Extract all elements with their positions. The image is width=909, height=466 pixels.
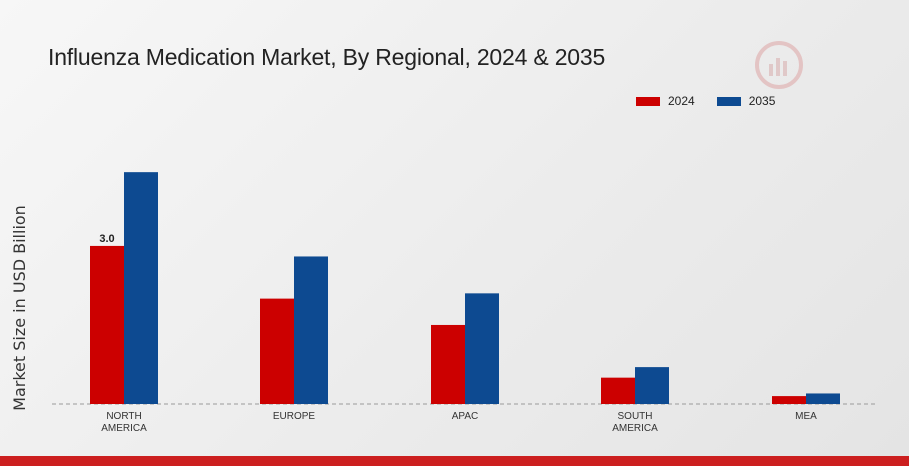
bar-2024-mea — [772, 396, 806, 404]
bar-2035-europe — [294, 256, 328, 404]
bar-2024-europe — [260, 298, 294, 404]
brand-logo-watermark — [754, 40, 804, 90]
x-tick-label: EUROPE — [273, 411, 316, 422]
legend-item-2024: 2024 — [636, 94, 695, 108]
legend-item-2035: 2035 — [716, 94, 776, 108]
data-label: 3.0 — [99, 233, 114, 245]
bar-2024-apac — [431, 324, 465, 404]
bar-2035-south-america — [635, 367, 669, 404]
legend-swatch-2024 — [636, 96, 660, 106]
bar-2024-south-america — [601, 377, 635, 404]
legend-swatch-2035 — [716, 96, 741, 106]
x-tick-label: MEA — [795, 411, 817, 422]
legend-label-2035: 2035 — [748, 94, 776, 108]
footer-accent-bar — [0, 456, 909, 466]
chart-title: Influenza Medication Market, By Regional… — [48, 44, 606, 70]
bar-2035-mea — [806, 393, 840, 404]
chart-legend: 2024 2035 — [636, 94, 775, 108]
bar-2035-north-america — [124, 172, 158, 404]
x-tick-label: SOUTH AMERICA — [612, 411, 658, 434]
bar-2024-north-america — [90, 245, 124, 404]
x-tick-label: NORTH AMERICA — [101, 411, 147, 434]
bar-2035-apac — [465, 293, 499, 404]
x-tick-label: APAC — [452, 411, 479, 422]
legend-label-2024: 2024 — [668, 94, 695, 108]
